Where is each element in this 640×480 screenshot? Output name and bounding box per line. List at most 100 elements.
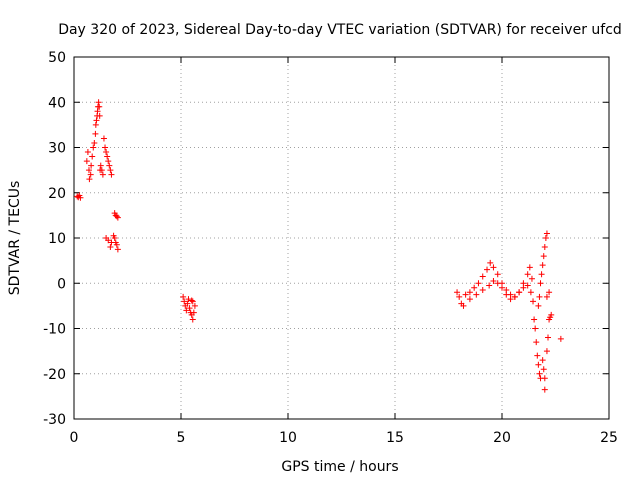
- data-point: [89, 153, 96, 160]
- data-point: [114, 214, 121, 221]
- data-point: [534, 352, 541, 359]
- data-point: [507, 296, 514, 303]
- data-point: [543, 293, 550, 300]
- data-point: [536, 293, 543, 300]
- data-point: [180, 293, 187, 300]
- data-point: [188, 297, 195, 304]
- data-point: [185, 296, 192, 303]
- data-point: [88, 162, 95, 169]
- y-tick-label: 0: [57, 276, 66, 292]
- data-point: [104, 153, 111, 160]
- y-tick-label: 40: [48, 95, 66, 111]
- y-tick-label: 10: [48, 231, 66, 247]
- data-point: [471, 284, 478, 291]
- data-point: [90, 144, 97, 151]
- grid: [74, 57, 609, 419]
- y-axis-label: SDTVAR / TECUs: [7, 181, 23, 296]
- chart-title: Day 320 of 2023, Sidereal Day-to-day VTE…: [58, 22, 622, 38]
- x-tick-label: 0: [70, 430, 79, 446]
- data-point: [543, 230, 550, 237]
- data-point: [540, 253, 547, 260]
- data-point: [191, 302, 198, 309]
- data-point: [548, 311, 555, 318]
- data-point: [106, 162, 113, 169]
- data-point: [103, 149, 110, 156]
- y-tick-label: 20: [48, 186, 66, 202]
- data-point: [96, 112, 103, 119]
- data-point: [100, 135, 107, 142]
- data-point: [473, 291, 480, 298]
- x-tick-label: 25: [600, 430, 618, 446]
- data-point: [484, 266, 491, 273]
- data-point: [190, 309, 197, 316]
- data-point: [486, 282, 493, 289]
- data-point: [542, 235, 549, 241]
- data-point: [528, 275, 535, 282]
- data-point: [487, 259, 494, 266]
- data-point: [535, 361, 542, 368]
- data-point: [537, 280, 544, 287]
- data-point: [86, 176, 93, 183]
- data-point: [545, 334, 552, 341]
- x-axis-label: GPS time / hours: [281, 459, 398, 475]
- data-point: [454, 289, 461, 296]
- data-point: [546, 289, 553, 296]
- data-point: [87, 171, 94, 178]
- y-tick-label: -20: [43, 367, 66, 383]
- data-point: [111, 235, 118, 241]
- data-point: [527, 289, 534, 296]
- data-point: [494, 271, 501, 278]
- data-point: [535, 302, 542, 309]
- y-tick-label: 30: [48, 141, 66, 157]
- data-point: [543, 348, 550, 355]
- y-tick-label: -10: [43, 322, 66, 338]
- data-point: [105, 158, 112, 165]
- data-point: [539, 262, 546, 269]
- data-point: [114, 246, 121, 253]
- data-point: [516, 289, 523, 296]
- data-point: [462, 291, 469, 298]
- data-point: [183, 307, 190, 314]
- data-point: [541, 375, 548, 382]
- data-point: [524, 282, 531, 289]
- data-point: [466, 296, 473, 303]
- data-point: [541, 386, 548, 393]
- data-point: [99, 171, 106, 178]
- data-point: [541, 244, 548, 251]
- data-point: [91, 139, 98, 146]
- data-point: [475, 280, 482, 287]
- data-point: [96, 103, 103, 110]
- x-tick-label: 20: [493, 430, 511, 446]
- data-point: [533, 339, 540, 346]
- data-point: [460, 302, 467, 309]
- data-point: [539, 357, 546, 364]
- data-point: [184, 300, 191, 307]
- data-point: [113, 241, 120, 248]
- data-point: [524, 271, 531, 278]
- data-point: [189, 316, 196, 323]
- x-tick-label: 10: [279, 430, 297, 446]
- data-points: [74, 99, 564, 393]
- y-axis: -30 -20 -10 0 10 20 30 40 50: [43, 50, 609, 428]
- x-tick-label: 15: [386, 430, 404, 446]
- data-point: [85, 167, 92, 174]
- data-point: [108, 171, 115, 178]
- data-point: [95, 99, 102, 106]
- x-tick-label: 5: [177, 430, 186, 446]
- data-point: [102, 144, 109, 151]
- y-tick-label: -30: [43, 412, 66, 428]
- data-point: [93, 117, 100, 124]
- data-point: [186, 305, 193, 312]
- data-point: [92, 130, 99, 137]
- data-point: [490, 264, 497, 271]
- data-point: [466, 289, 473, 296]
- data-point: [538, 271, 545, 278]
- data-point: [181, 298, 188, 305]
- y-tick-label: 50: [48, 50, 66, 66]
- data-point: [511, 293, 518, 300]
- data-point: [479, 287, 486, 294]
- data-point: [113, 213, 120, 220]
- data-point: [531, 316, 538, 323]
- data-point: [526, 264, 533, 271]
